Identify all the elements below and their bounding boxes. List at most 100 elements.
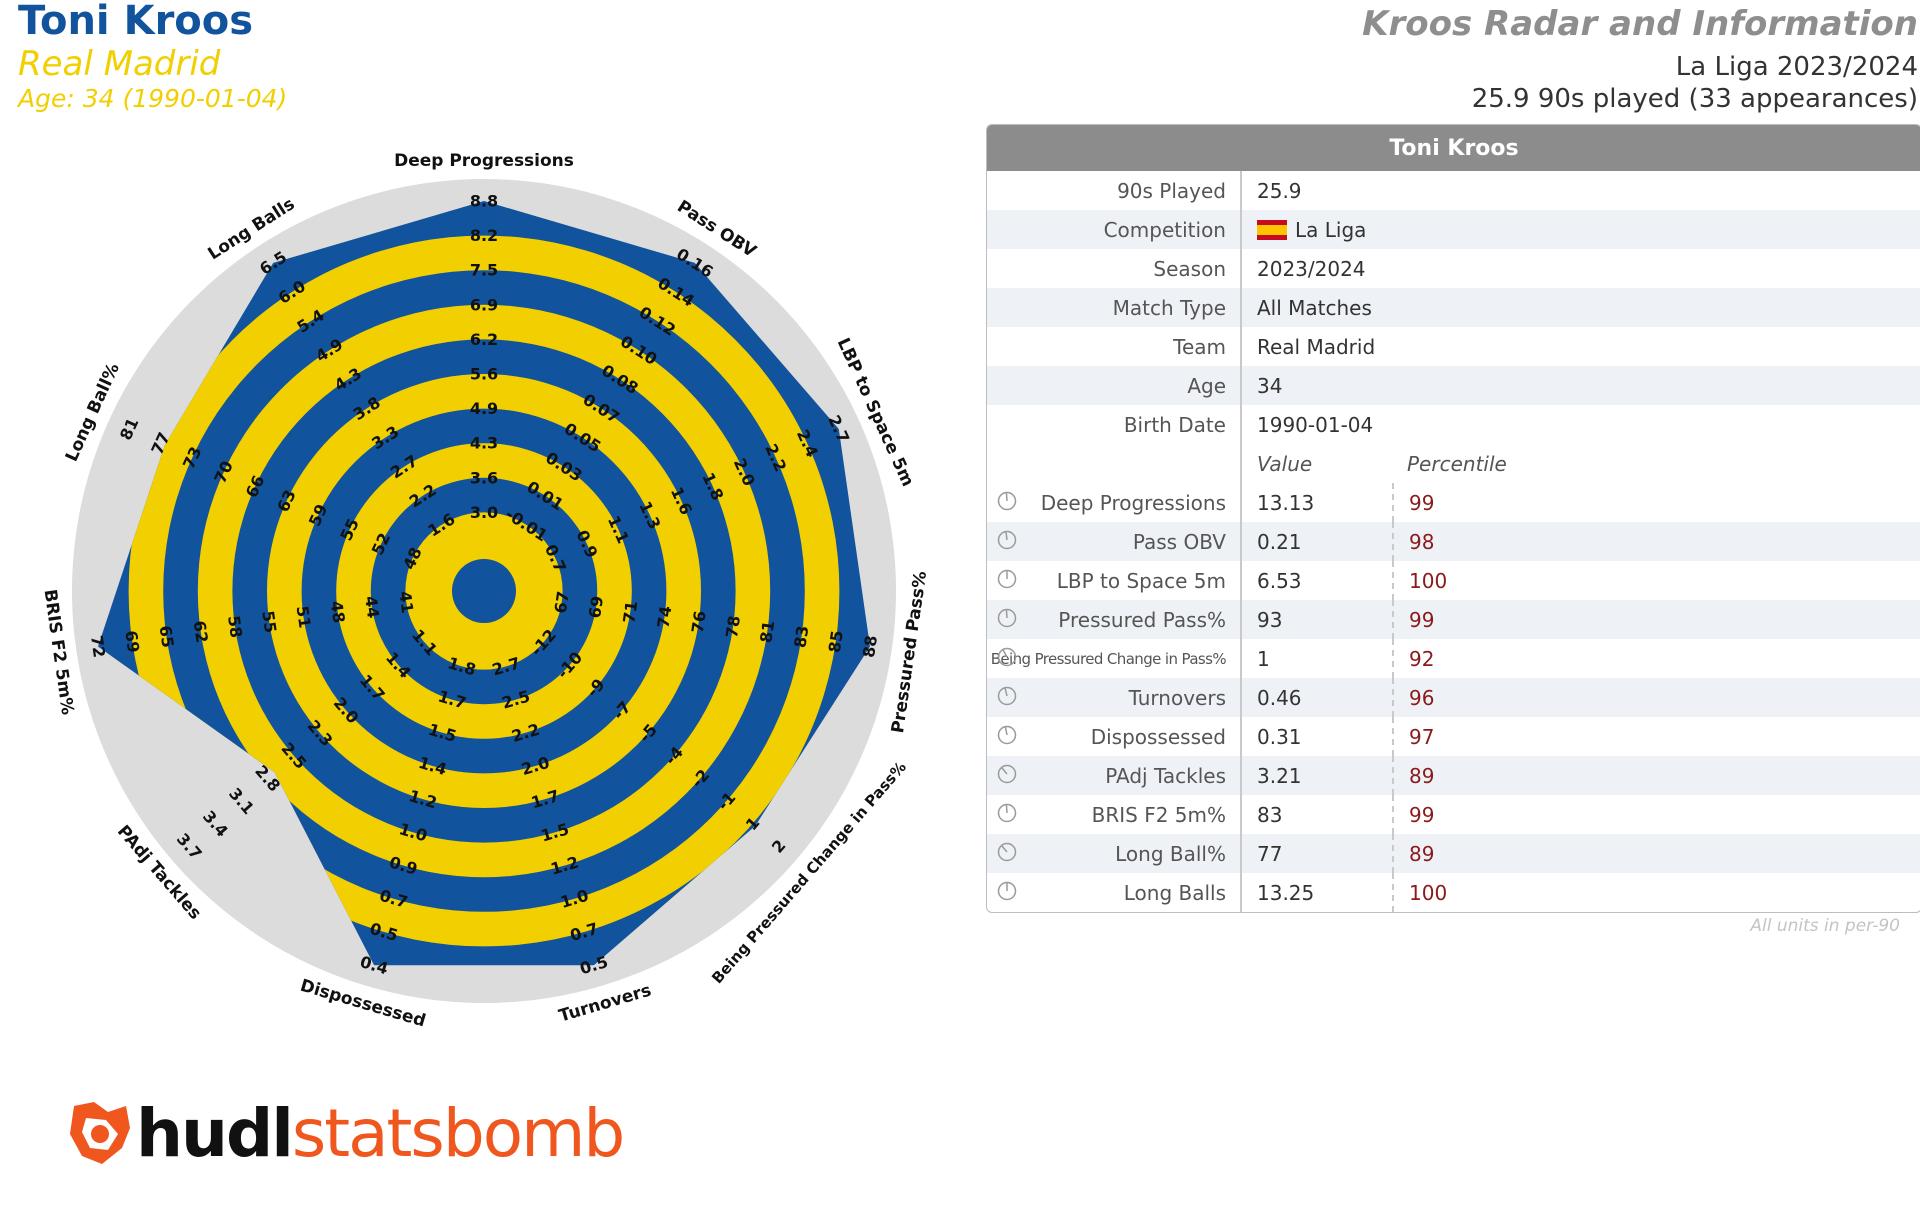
radar-tick-label: 4.9 (470, 399, 498, 418)
metric-row: Being Pressured Change in Pass% 1 92 (987, 639, 1920, 678)
metric-label: Pressured Pass% (987, 600, 1242, 639)
metric-row: LBP to Space 5m 6.53 100 (987, 561, 1920, 600)
metric-label: LBP to Space 5m (987, 561, 1242, 600)
metric-value: 1 (1257, 646, 1270, 671)
hudl-statsbomb-logo: hudlstatsbomb (64, 1095, 625, 1172)
radar-tick-label: 7.5 (470, 261, 498, 280)
info-value-text: All Matches (1257, 295, 1372, 320)
info-label: Season (987, 249, 1242, 288)
info-row: Age 34 (987, 366, 1920, 405)
radar-tick-label: 8.2 (470, 226, 498, 245)
metric-percentile: 96 (1392, 678, 1434, 717)
metric-value: 3.21 (1257, 763, 1302, 788)
percentile-gauge-icon (997, 530, 1017, 550)
radar-tick-label: 72 (87, 634, 109, 659)
radar-tick-label: 78 (722, 614, 744, 639)
metric-label: Being Pressured Change in Pass% (987, 639, 1242, 678)
radar-tick-label: 51 (293, 605, 315, 630)
radar-tick-label: 74 (653, 605, 675, 630)
percentile-gauge-icon (997, 569, 1017, 589)
metric-value: 13.13 (1257, 490, 1315, 515)
percentile-gauge-icon (997, 491, 1017, 511)
metric-label: Deep Progressions (987, 483, 1242, 522)
radar-tick-label: 58 (224, 614, 246, 639)
percentile-gauge-icon (997, 881, 1017, 901)
report-title: Kroos Radar and Information (1362, 4, 1918, 44)
metric-percentile: 89 (1392, 756, 1434, 795)
metric-value: 13.25 (1257, 880, 1315, 905)
metric-percentile: 89 (1392, 834, 1434, 873)
info-value-text: Real Madrid (1257, 334, 1376, 359)
metric-label: Turnovers (987, 678, 1242, 717)
radar-tick-label: 6.9 (470, 295, 498, 314)
metric-value: 77 (1257, 841, 1283, 866)
radar-tick-label: 69 (121, 629, 143, 654)
info-value: All Matches (1242, 288, 1372, 327)
metric-row: PAdj Tackles 3.21 89 (987, 756, 1920, 795)
radar-tick-label: 5.6 (470, 365, 498, 384)
radar-tick-label: 83 (790, 624, 812, 649)
metric-row: Pressured Pass% 93 99 (987, 600, 1920, 639)
info-label: Match Type (987, 288, 1242, 327)
played-line: 25.9 90s played (33 appearances) (1471, 84, 1918, 114)
metric-percentile: 99 (1392, 600, 1434, 639)
metric-percentile: 97 (1392, 717, 1434, 756)
metric-header-row: Value Percentile (987, 444, 1920, 483)
metric-label: PAdj Tackles (987, 756, 1242, 795)
logo-word-statsbomb: statsbomb (291, 1095, 625, 1172)
info-row: Match Type All Matches (987, 288, 1920, 327)
metric-value: 0.31 (1257, 724, 1302, 749)
metric-percentile: 100 (1392, 873, 1447, 912)
percentile-gauge-icon (997, 725, 1017, 745)
info-value: 25.9 (1242, 171, 1302, 210)
metric-header-spacer (987, 444, 1242, 483)
percentile-gauge-icon (997, 764, 1017, 784)
radar-metric-label: BRIS F2 5m% (39, 588, 77, 716)
radar-tick-label: 3.6 (470, 468, 498, 487)
info-row: Competition La Liga (987, 210, 1920, 249)
player-name: Toni Kroos (18, 0, 254, 44)
player-age: Age: 34 (1990-01-04) (18, 84, 288, 113)
radar-tick-label: 62 (190, 619, 212, 644)
radar-tick-label: 76 (688, 610, 710, 635)
metric-value: 0.21 (1257, 529, 1302, 554)
info-label: Competition (987, 210, 1242, 249)
radar-tick-label: 85 (825, 629, 847, 654)
metric-label-text: BRIS F2 5m% (1091, 802, 1226, 827)
percentile-gauge-icon (997, 608, 1017, 628)
info-value: La Liga (1242, 210, 1366, 249)
metric-row: Long Balls 13.25 100 (987, 873, 1920, 912)
spain-flag-icon (1257, 219, 1287, 240)
metric-percentile: 99 (1392, 795, 1434, 834)
radar-tick-label: 67 (551, 590, 573, 615)
radar-tick-label: 55 (258, 610, 280, 635)
info-value-text: La Liga (1295, 217, 1367, 242)
radar-chart: 3.03.64.34.95.66.26.97.58.28.8-0.010.010… (39, 151, 931, 1030)
metric-row: Dispossessed 0.31 97 (987, 717, 1920, 756)
metric-label: Pass OBV (987, 522, 1242, 561)
info-label: 90s Played (987, 171, 1242, 210)
units-footnote: All units in per-90 (1750, 916, 1900, 936)
info-label: Age (987, 366, 1242, 405)
percentile-column-header: Percentile (1407, 451, 1507, 476)
info-value: Real Madrid (1242, 327, 1375, 366)
metric-label-text: Being Pressured Change in Pass% (990, 649, 1227, 668)
metric-row: BRIS F2 5m% 83 99 (987, 795, 1920, 834)
metric-label: Long Ball% (987, 834, 1242, 873)
metric-row: Deep Progressions 13.13 99 (987, 483, 1920, 522)
logo-word-hudl: hudl (136, 1095, 294, 1172)
metric-percentile: 99 (1392, 483, 1434, 522)
radar-tick-label: 8.8 (470, 192, 498, 211)
info-row: 90s Played 25.9 (987, 171, 1920, 210)
player-team: Real Madrid (18, 44, 221, 84)
metric-rows: Deep Progressions 13.13 99 Pass OBV 0.21 98 LB… (987, 483, 1920, 912)
table-header: Toni Kroos (987, 125, 1920, 171)
info-rows: 90s Played 25.9 Competition La Liga Season 20… (987, 171, 1920, 444)
radar-tick-label: 71 (619, 600, 641, 625)
metric-label-text: Deep Progressions (1040, 490, 1226, 515)
metric-label-text: Long Balls (1123, 880, 1226, 905)
metric-label-text: Turnovers (1128, 685, 1226, 710)
info-value-text: 2023/2024 (1257, 256, 1366, 281)
metric-value: 6.53 (1257, 568, 1302, 593)
value-column-header: Value (1257, 451, 1313, 476)
